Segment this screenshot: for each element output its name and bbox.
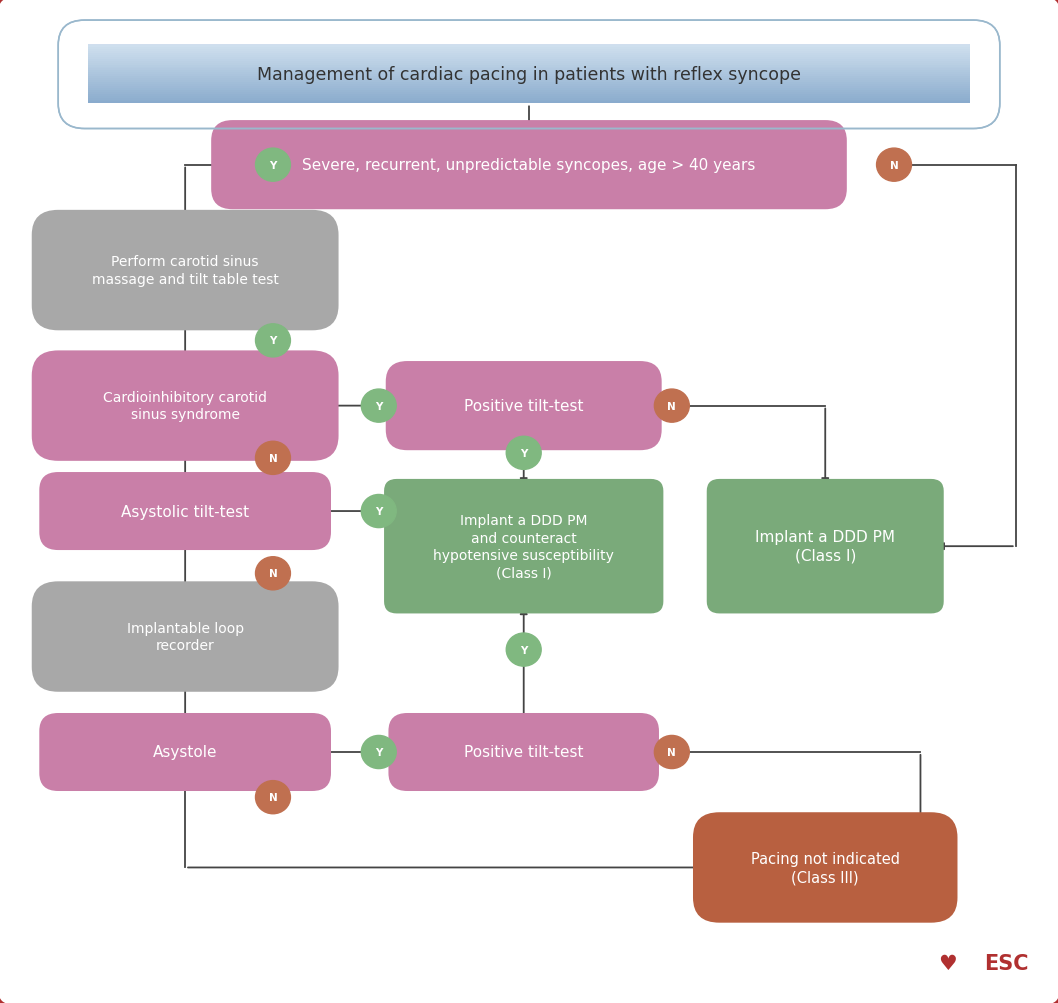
Text: Asystole: Asystole: [153, 745, 217, 759]
Text: Implant a DDD PM
and counteract
hypotensive susceptibility
(Class I): Implant a DDD PM and counteract hypotens…: [434, 514, 614, 580]
Text: Y: Y: [376, 747, 382, 757]
Text: N: N: [269, 792, 277, 802]
Bar: [85, 60, 973, 63]
Bar: [85, 53, 973, 56]
Bar: [85, 70, 973, 73]
Circle shape: [256, 558, 291, 590]
FancyBboxPatch shape: [32, 582, 339, 692]
Bar: [86, 73, 972, 75]
Circle shape: [256, 148, 291, 183]
Text: Cardioinhibitory carotid
sinus syndrome: Cardioinhibitory carotid sinus syndrome: [103, 390, 268, 422]
Bar: [85, 101, 973, 104]
Bar: [86, 102, 972, 104]
Text: Implantable loop
recorder: Implantable loop recorder: [127, 621, 243, 653]
Bar: [85, 86, 973, 89]
Text: Y: Y: [521, 448, 527, 458]
Text: Pacing not indicated
(Class III): Pacing not indicated (Class III): [751, 851, 899, 885]
Text: Management of cardiac pacing in patients with reflex syncope: Management of cardiac pacing in patients…: [257, 66, 801, 84]
Bar: [86, 63, 972, 65]
Bar: [85, 55, 973, 58]
Bar: [86, 51, 972, 54]
Bar: [86, 80, 972, 83]
Bar: [85, 51, 973, 54]
Bar: [86, 100, 972, 102]
Text: Positive tilt-test: Positive tilt-test: [464, 745, 583, 759]
Bar: [86, 67, 972, 69]
Text: N: N: [668, 747, 676, 757]
Bar: [86, 61, 972, 63]
Text: ESC: ESC: [984, 953, 1028, 973]
Bar: [85, 68, 973, 71]
Circle shape: [256, 441, 291, 474]
Bar: [970, 41, 989, 109]
Circle shape: [256, 324, 291, 357]
Bar: [86, 45, 972, 48]
FancyBboxPatch shape: [39, 713, 331, 791]
Bar: [85, 57, 973, 60]
Bar: [86, 55, 972, 58]
Text: Y: Y: [270, 336, 276, 346]
Bar: [86, 90, 972, 92]
Bar: [85, 62, 973, 65]
FancyBboxPatch shape: [32, 211, 339, 331]
Text: Perform carotid sinus
massage and tilt table test: Perform carotid sinus massage and tilt t…: [92, 255, 278, 287]
Bar: [86, 78, 972, 81]
FancyBboxPatch shape: [32, 351, 339, 461]
Text: Positive tilt-test: Positive tilt-test: [464, 399, 583, 413]
Bar: [86, 86, 972, 89]
Bar: [86, 84, 972, 87]
Circle shape: [876, 148, 912, 183]
Circle shape: [256, 780, 291, 814]
Circle shape: [507, 634, 542, 666]
Bar: [85, 84, 973, 87]
Text: N: N: [668, 401, 676, 411]
Circle shape: [507, 436, 542, 469]
Bar: [85, 93, 973, 96]
Text: N: N: [269, 453, 277, 463]
Bar: [85, 80, 973, 83]
Bar: [86, 98, 972, 100]
Bar: [85, 82, 973, 85]
Bar: [85, 59, 973, 61]
FancyBboxPatch shape: [212, 121, 846, 210]
Bar: [85, 95, 973, 98]
Circle shape: [362, 389, 396, 423]
Bar: [85, 64, 973, 67]
Bar: [85, 66, 973, 69]
FancyBboxPatch shape: [384, 479, 663, 614]
Text: Y: Y: [521, 645, 527, 655]
Bar: [86, 92, 972, 94]
Circle shape: [654, 389, 690, 423]
Bar: [85, 74, 973, 77]
FancyBboxPatch shape: [39, 472, 331, 551]
Circle shape: [654, 736, 690, 768]
FancyBboxPatch shape: [386, 362, 661, 450]
Bar: [86, 94, 972, 96]
FancyBboxPatch shape: [693, 812, 957, 923]
Bar: [86, 69, 972, 71]
Text: Implant a DDD PM
(Class I): Implant a DDD PM (Class I): [755, 530, 895, 564]
Bar: [85, 78, 973, 81]
Bar: [85, 49, 973, 52]
Bar: [86, 65, 972, 67]
Bar: [86, 49, 972, 52]
Bar: [86, 88, 972, 90]
FancyBboxPatch shape: [707, 479, 944, 614]
Text: Y: Y: [376, 401, 382, 411]
Circle shape: [362, 495, 396, 528]
Bar: [69, 41, 88, 109]
Text: ♥: ♥: [938, 953, 957, 973]
Bar: [85, 97, 973, 100]
Text: Asystolic tilt-test: Asystolic tilt-test: [121, 505, 250, 519]
Bar: [85, 72, 973, 75]
Text: N: N: [890, 160, 898, 171]
Bar: [85, 47, 973, 50]
Bar: [86, 82, 972, 85]
Bar: [86, 47, 972, 50]
Text: N: N: [269, 569, 277, 579]
Bar: [85, 76, 973, 79]
Text: Severe, recurrent, unpredictable syncopes, age > 40 years: Severe, recurrent, unpredictable syncope…: [303, 158, 755, 173]
Bar: [86, 76, 972, 79]
Bar: [85, 99, 973, 102]
